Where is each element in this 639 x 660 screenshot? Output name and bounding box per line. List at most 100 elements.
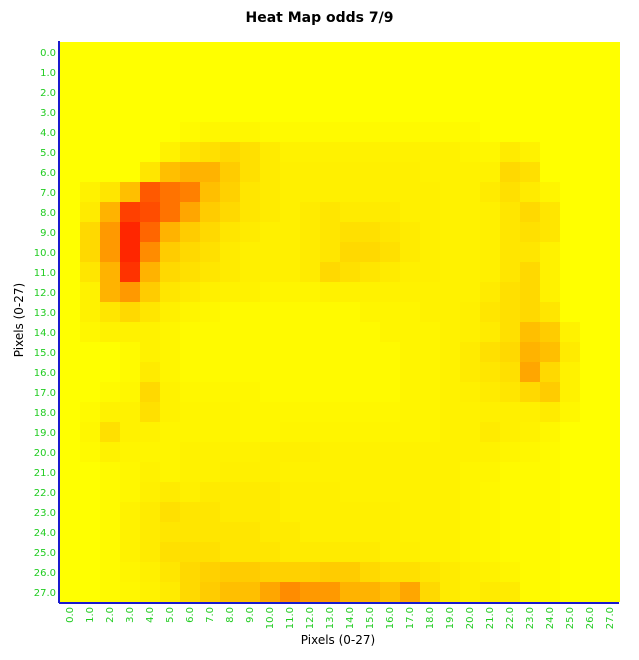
heatmap-cell xyxy=(240,162,260,182)
heatmap-cell xyxy=(100,122,120,142)
heatmap-cell xyxy=(240,362,260,382)
heatmap-cell xyxy=(500,62,520,82)
heatmap-cell xyxy=(560,182,580,202)
heatmap-cell xyxy=(160,82,180,102)
heatmap-cell xyxy=(580,162,600,182)
heatmap-cell xyxy=(360,542,380,562)
heatmap-cell xyxy=(580,242,600,262)
heatmap-cell xyxy=(140,442,160,462)
heatmap-cell xyxy=(440,322,460,342)
heatmap-cell xyxy=(220,142,240,162)
heatmap-cell xyxy=(580,442,600,462)
heatmap-cell xyxy=(80,202,100,222)
heatmap-cell xyxy=(460,382,480,402)
heatmap-cell xyxy=(580,222,600,242)
heatmap-cell xyxy=(520,222,540,242)
heatmap-cell xyxy=(80,142,100,162)
heatmap-cell xyxy=(480,542,500,562)
heatmap-cell xyxy=(200,222,220,242)
heatmap-cell xyxy=(400,402,420,422)
heatmap-cell xyxy=(360,282,380,302)
heatmap-cell xyxy=(320,482,340,502)
heatmap-cell xyxy=(560,502,580,522)
heatmap-cell xyxy=(300,102,320,122)
heatmap-cell xyxy=(60,382,80,402)
heatmap-cell xyxy=(400,302,420,322)
heatmap-cell xyxy=(300,82,320,102)
x-tick-label: 17.0 xyxy=(405,607,416,629)
heatmap-cell xyxy=(420,322,440,342)
heatmap-cell xyxy=(520,42,540,62)
x-tick-label: 14.0 xyxy=(345,607,356,629)
heatmap-cell xyxy=(180,502,200,522)
heatmap-cell xyxy=(460,362,480,382)
heatmap-cell xyxy=(400,242,420,262)
heatmap-cell xyxy=(400,182,420,202)
heatmap-cell xyxy=(300,502,320,522)
heatmap-cell xyxy=(60,502,80,522)
heatmap-cell xyxy=(360,382,380,402)
heatmap-cell xyxy=(380,342,400,362)
heatmap-cell xyxy=(200,322,220,342)
heatmap-cell xyxy=(280,262,300,282)
heatmap-cell xyxy=(560,122,580,142)
heatmap-cell xyxy=(100,562,120,582)
x-tick-label: 15.0 xyxy=(365,607,376,629)
heatmap-cell xyxy=(440,342,460,362)
heatmap-cell xyxy=(140,562,160,582)
heatmap-cell xyxy=(300,62,320,82)
heatmap-cell xyxy=(160,402,180,422)
heatmap-cell xyxy=(160,42,180,62)
y-tick-label: 21.0 xyxy=(34,468,56,479)
heatmap-cell xyxy=(520,502,540,522)
heatmap-cell xyxy=(100,382,120,402)
heatmap-cell xyxy=(240,342,260,362)
heatmap-cell xyxy=(560,162,580,182)
heatmap-cell xyxy=(180,222,200,242)
heatmap-cell xyxy=(460,442,480,462)
heatmap-cell xyxy=(520,102,540,122)
heatmap-cell xyxy=(200,122,220,142)
heatmap-cell xyxy=(320,462,340,482)
x-tick-label: 6.0 xyxy=(185,607,196,623)
heatmap-cell xyxy=(540,442,560,462)
heatmap-cell xyxy=(600,182,620,202)
heatmap-cell xyxy=(560,222,580,242)
heatmap-cell xyxy=(440,62,460,82)
heatmap-cell xyxy=(120,262,140,282)
heatmap-cell xyxy=(340,102,360,122)
heatmap-cell xyxy=(280,82,300,102)
heatmap-cell xyxy=(360,302,380,322)
heatmap-cell xyxy=(180,82,200,102)
heatmap-cell xyxy=(580,202,600,222)
heatmap-cell xyxy=(140,142,160,162)
heatmap-cell xyxy=(260,402,280,422)
heatmap-cell xyxy=(580,562,600,582)
heatmap-cell xyxy=(360,182,380,202)
heatmap-cell xyxy=(60,162,80,182)
heatmap-cell xyxy=(400,442,420,462)
heatmap-cell xyxy=(80,442,100,462)
heatmap-cell xyxy=(340,402,360,422)
heatmap-cell xyxy=(180,202,200,222)
heatmap-cell xyxy=(500,102,520,122)
heatmap-cell xyxy=(140,422,160,442)
heatmap-cell xyxy=(80,522,100,542)
heatmap-cell xyxy=(180,302,200,322)
heatmap-cell xyxy=(600,362,620,382)
heatmap-cell xyxy=(80,462,100,482)
heatmap-cell xyxy=(360,262,380,282)
heatmap-cell xyxy=(160,502,180,522)
heatmap-cell xyxy=(320,562,340,582)
heatmap-cell xyxy=(280,462,300,482)
heatmap-cell xyxy=(400,262,420,282)
heatmap-cell xyxy=(440,122,460,142)
heatmap-cell xyxy=(320,422,340,442)
heatmap-cell xyxy=(500,82,520,102)
heatmap-cell xyxy=(540,122,560,142)
y-tick-label: 27.0 xyxy=(34,588,56,599)
heatmap-cell xyxy=(540,342,560,362)
heatmap-cell xyxy=(260,142,280,162)
heatmap-cell xyxy=(240,82,260,102)
y-tick-label: 3.0 xyxy=(40,108,56,119)
